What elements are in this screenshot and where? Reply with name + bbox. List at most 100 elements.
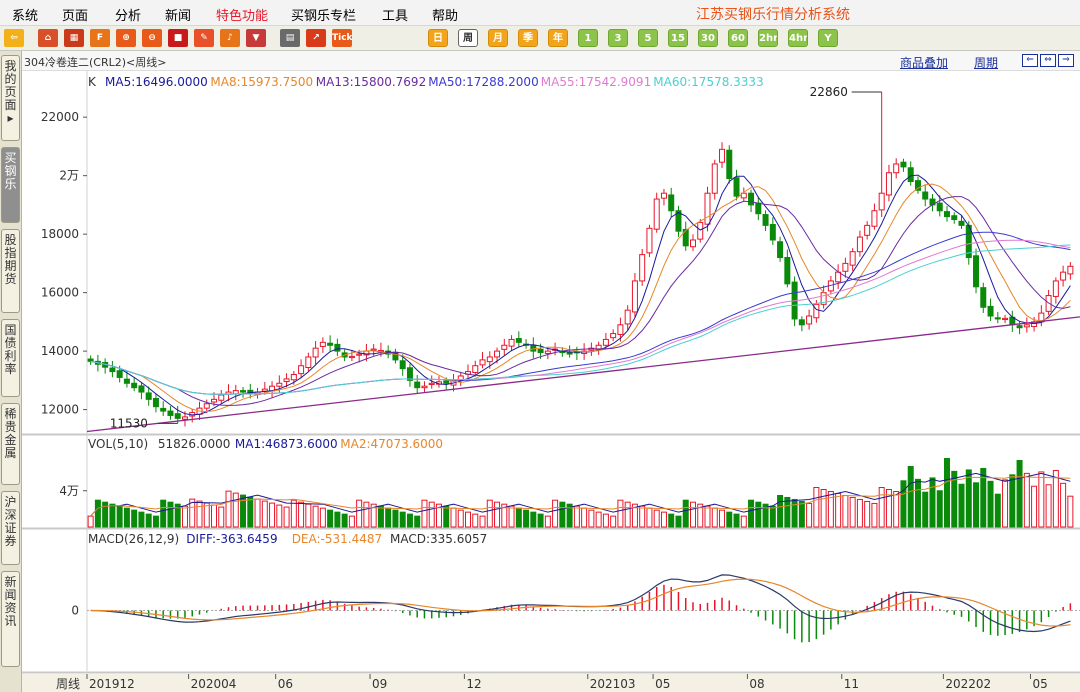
menu-item-0[interactable]: 系统 (12, 9, 39, 24)
volume-bar (225, 490, 232, 528)
home-icon[interactable]: ⌂ (38, 29, 58, 47)
candle-body (704, 192, 711, 225)
volume-bar (973, 482, 980, 528)
volume-bar (428, 501, 435, 528)
period-button-8[interactable]: 15 (668, 29, 688, 47)
color-square-icon[interactable]: ■ (168, 29, 188, 47)
volume-bar (1045, 484, 1052, 528)
volume-bar (494, 501, 501, 528)
volume-bar (631, 503, 638, 528)
high-marker-label: 22860 (810, 85, 848, 99)
candle-body (835, 271, 842, 283)
period-button-6[interactable]: 3 (608, 29, 628, 47)
volume-bar (102, 501, 109, 528)
ma-label-5: MA60:17578.3333 (653, 75, 763, 89)
candle-body (472, 365, 479, 373)
period-link[interactable]: 周期 (974, 56, 999, 70)
line-chart-icon[interactable]: ↗ (306, 29, 326, 47)
period-button-11[interactable]: 2hr (758, 29, 778, 47)
volume-bar (624, 501, 631, 528)
bell-icon[interactable]: ♪ (220, 29, 240, 47)
side-tab-2[interactable]: 股指期货 (1, 229, 20, 313)
ma-label-0: MA5:16496.0000 (105, 75, 208, 89)
pen-icon[interactable]: ✎ (194, 29, 214, 47)
volume-bar (261, 500, 268, 528)
candle-body (660, 192, 667, 199)
chart-area[interactable]: 304冷卷连二(CRL2)<周线> 商品叠加 周期 ⇐ ⇔ ⇒ 22000 2万 1… (22, 51, 1080, 692)
period-button-1[interactable]: 周 (458, 29, 478, 47)
period-button-0[interactable]: 日 (428, 29, 448, 47)
candle-body (798, 319, 805, 326)
candle-body (1067, 265, 1074, 275)
price-tick-label: 12000 (41, 403, 79, 417)
volume-bar (385, 507, 392, 528)
side-tab-4[interactable]: 稀贵金属 (1, 403, 20, 485)
chart-canvas[interactable]: 22000 2万 18000 16000 14000 12000 K MA5:16496.00… (22, 71, 1080, 692)
menu-item-3[interactable]: 新闻 (165, 9, 192, 24)
nav-both-button[interactable]: ⇔ (1040, 54, 1056, 67)
period-button-10[interactable]: 60 (728, 29, 748, 47)
volume-bar (138, 511, 145, 528)
volume-bar (864, 500, 871, 528)
back-arrow-icon[interactable]: ⇦ (4, 29, 24, 47)
tick-icon[interactable]: Tick (332, 29, 352, 47)
period-button-9[interactable]: 30 (698, 29, 718, 47)
volume-bar (711, 507, 718, 528)
candle-body (668, 194, 675, 212)
period-button-4[interactable]: 年 (548, 29, 568, 47)
volume-bar (269, 502, 276, 528)
period-button-5[interactable]: 1 (578, 29, 598, 47)
volume-bar (1060, 482, 1067, 528)
nav-right-button[interactable]: ⇒ (1058, 54, 1074, 67)
side-tab-1[interactable]: 买钢乐 (1, 147, 20, 223)
side-tab-5[interactable]: 沪深证券 (1, 491, 20, 565)
funnel-icon[interactable]: ▼ (246, 29, 266, 47)
side-tab-6[interactable]: 新闻资讯 (1, 571, 20, 667)
volume-bar (798, 500, 805, 528)
period-button-12[interactable]: 4hr (788, 29, 808, 47)
vol-label-3: MA2:47073.6000 (340, 437, 443, 451)
candle-body (762, 214, 769, 226)
period-button-2[interactable]: 月 (488, 29, 508, 47)
candle-body (334, 343, 341, 352)
menu-item-2[interactable]: 分析 (115, 9, 142, 24)
volume-bar (893, 490, 900, 528)
volume-bar (479, 515, 486, 528)
toolbar: ⇦ ⌂ ▦ F ⊕ ⊖ ■ ✎ ♪ ▼ ▤ ↗ Tick 日周月季年 1 3 5 15 30 60 2hr 4hr Y (0, 26, 1080, 51)
volume-bar (581, 507, 588, 528)
period-button-7[interactable]: 5 (638, 29, 658, 47)
menu-item-4[interactable]: 特色功能 (216, 9, 269, 24)
volume-bar (639, 505, 646, 528)
macd-label-1: DIFF:-363.6459 (186, 532, 277, 546)
commodity-overlay-link[interactable]: 商品叠加 (900, 56, 949, 70)
volume-bar (958, 483, 965, 528)
f10-icon[interactable]: F (90, 29, 110, 47)
side-tab-3[interactable]: 国债利率 (1, 319, 20, 397)
candle-body (617, 324, 624, 335)
volume-bar (740, 515, 747, 528)
zoom-out-icon[interactable]: ⊖ (142, 29, 162, 47)
menu-item-5[interactable]: 买钢乐专栏 (291, 9, 357, 24)
candle-body (777, 241, 784, 259)
trendline (86, 316, 1080, 433)
candle-body (232, 390, 239, 395)
table-icon[interactable]: ▤ (280, 29, 300, 47)
candle-body (494, 350, 501, 358)
price-tick-label: 18000 (41, 227, 79, 241)
side-tab-0[interactable]: 我的页面 ▸ (1, 55, 20, 141)
candle-body (726, 149, 733, 180)
menu-item-1[interactable]: 页面 (62, 9, 89, 24)
candle-body (639, 254, 646, 282)
period-button-3[interactable]: 季 (518, 29, 538, 47)
nav-left-button[interactable]: ⇐ (1022, 54, 1038, 67)
menu-item-6[interactable]: 工具 (382, 9, 409, 24)
candle-body (733, 177, 740, 197)
zoom-in-icon[interactable]: ⊕ (116, 29, 136, 47)
chart-box-icon[interactable]: ▦ (64, 29, 84, 47)
candle-body (719, 148, 726, 163)
menu-item-7[interactable]: 帮助 (432, 9, 459, 24)
candle-body (174, 413, 181, 419)
candle-body (501, 344, 508, 350)
period-button-13[interactable]: Y (818, 29, 838, 47)
candle-body (602, 338, 609, 346)
